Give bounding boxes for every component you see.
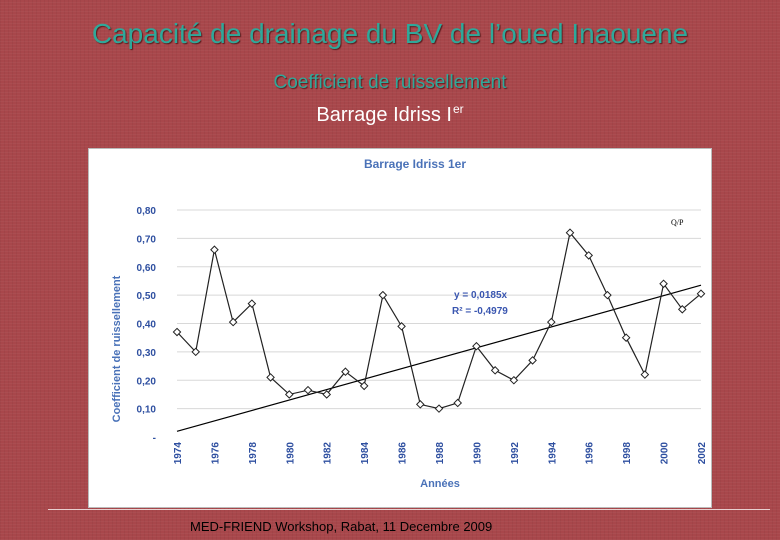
dam-ordinal: er: [452, 102, 464, 116]
data-point: [621, 333, 631, 342]
data-point: [397, 322, 406, 331]
data-point: [509, 375, 519, 385]
data-point: [677, 305, 687, 314]
slide-title: Capacité de drainage du BV de l’oued Ina…: [91, 18, 689, 49]
runoff-coefficient-chart: Barrage Idriss 1er - 0,10 0,20 0,30 0,40 0,50…: [111, 157, 708, 490]
trendline-equation: y = 0,0185x: [454, 290, 508, 301]
x-tick-label: 1984: [360, 442, 371, 465]
x-tick-label: 1982: [323, 442, 334, 465]
x-axis-label: Années: [420, 478, 460, 490]
x-tick-label: 1996: [585, 442, 596, 465]
data-point: [472, 341, 481, 351]
data-point: [322, 390, 332, 399]
y-tick-label: 0,80: [137, 206, 157, 217]
y-tick-label: 0,50: [137, 291, 157, 302]
data-point: [640, 370, 650, 379]
slide-subtitle-dam: Barrage Idriss Ier: [0, 102, 780, 127]
data-point: [565, 228, 575, 238]
y-tick-label: 0,40: [137, 320, 157, 331]
y-tick-label: 0,30: [137, 348, 157, 359]
x-tick-label: 1988: [435, 442, 446, 465]
data-point: [528, 356, 537, 365]
x-tick-label: 2000: [660, 442, 671, 465]
data-point: [228, 317, 238, 327]
x-tick-label: 1990: [472, 442, 483, 465]
chart-title: Barrage Idriss 1er: [364, 157, 466, 171]
data-point: [415, 400, 425, 409]
data-point: [434, 404, 444, 413]
x-tick-label: 1986: [398, 442, 409, 465]
data-point: [303, 385, 313, 395]
data-point: [341, 367, 350, 377]
trendline-r-squared: R² = -0,4979: [452, 306, 508, 317]
y-tick-label: -: [153, 433, 156, 444]
data-point: [191, 347, 201, 357]
x-tick-label: 1992: [510, 442, 521, 465]
footer-text: MED-FRIEND Workshop, Rabat, 11 Decembre …: [190, 519, 493, 534]
data-point: [696, 289, 706, 299]
data-point: [453, 398, 463, 408]
x-tick-label: 1998: [622, 442, 633, 465]
legend-label-qp: Q/P: [671, 218, 684, 227]
data-point: [359, 381, 369, 391]
data-point: [603, 290, 612, 300]
x-tick-label: 1994: [547, 442, 558, 465]
dam-name: Barrage Idriss I: [316, 104, 452, 126]
chart-container: Barrage Idriss 1er - 0,10 0,20 0,30 0,40 0,50…: [88, 148, 712, 508]
data-point: [659, 279, 668, 289]
y-axis-label: Coefficient de ruissellement: [111, 275, 123, 422]
y-tick-label: 0,60: [137, 263, 157, 274]
data-point: [584, 251, 594, 260]
x-tick-label: 1976: [210, 442, 221, 465]
y-tick-label: 0,70: [137, 234, 157, 245]
data-point: [172, 327, 182, 337]
x-tick-label: 1974: [173, 442, 184, 465]
data-point: [266, 373, 275, 382]
data-point: [546, 317, 556, 327]
data-point: [378, 290, 388, 300]
data-point: [490, 366, 500, 375]
y-tick-label: 0,10: [137, 405, 157, 416]
y-tick-label: 0,20: [137, 376, 157, 387]
x-tick-label: 2002: [697, 442, 708, 465]
data-point: [210, 245, 219, 255]
x-tick-label: 1978: [248, 442, 259, 465]
series-line: [176, 231, 702, 410]
x-tick-label: 1980: [285, 442, 296, 465]
data-point: [284, 390, 294, 399]
slide-subtitle: Coefficient de ruissellement: [273, 72, 507, 93]
footer-divider: [48, 509, 770, 510]
data-point: [247, 299, 257, 308]
